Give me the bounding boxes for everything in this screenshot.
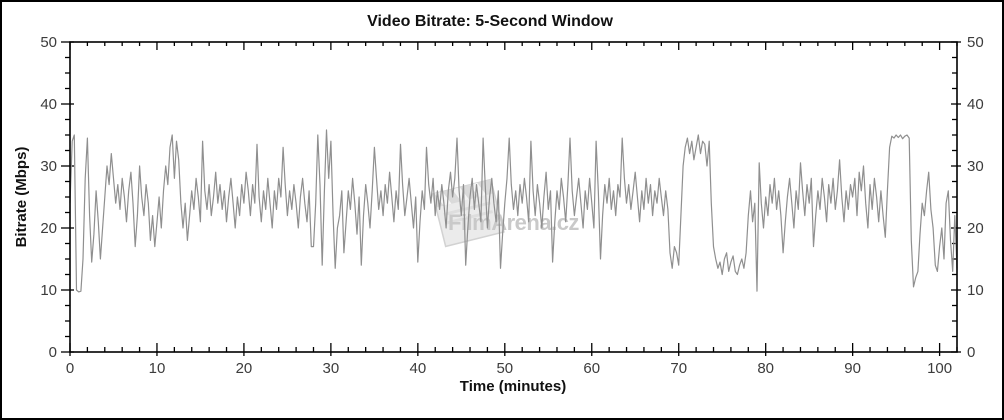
tick-label: 0 bbox=[66, 360, 74, 377]
tick-label: 20 bbox=[40, 220, 57, 237]
axis-ticks bbox=[61, 41, 961, 356]
tick-label: 0 bbox=[49, 344, 57, 361]
tick-label: 30 bbox=[40, 158, 57, 175]
tick-label: 30 bbox=[967, 158, 984, 175]
tick-label: 30 bbox=[323, 360, 340, 377]
tick-label: 0 bbox=[967, 344, 975, 361]
tick-label: 10 bbox=[967, 282, 984, 299]
tick-label: 40 bbox=[409, 360, 426, 377]
y-axis-label: Bitrate (Mbps) bbox=[13, 147, 30, 248]
x-axis-label: Time (minutes) bbox=[460, 378, 566, 395]
tick-label: 60 bbox=[583, 360, 600, 377]
tick-label: 50 bbox=[967, 34, 984, 51]
tick-label: 50 bbox=[40, 34, 57, 51]
watermark-text: FilmArena.cz bbox=[448, 210, 579, 235]
tick-label: 50 bbox=[496, 360, 513, 377]
tick-label: 10 bbox=[149, 360, 166, 377]
tick-label: 20 bbox=[236, 360, 253, 377]
tick-label: 70 bbox=[670, 360, 687, 377]
plot-border bbox=[69, 41, 958, 353]
tick-label: 20 bbox=[967, 220, 984, 237]
tick-label: 90 bbox=[844, 360, 861, 377]
chart-title: Video Bitrate: 5-Second Window bbox=[367, 13, 613, 30]
bitrate-line bbox=[69, 129, 958, 293]
tick-label: 40 bbox=[40, 96, 57, 113]
tick-label: 40 bbox=[967, 96, 984, 113]
tick-label: 10 bbox=[40, 282, 57, 299]
tick-label: 100 bbox=[927, 360, 952, 377]
tick-label: 80 bbox=[757, 360, 774, 377]
